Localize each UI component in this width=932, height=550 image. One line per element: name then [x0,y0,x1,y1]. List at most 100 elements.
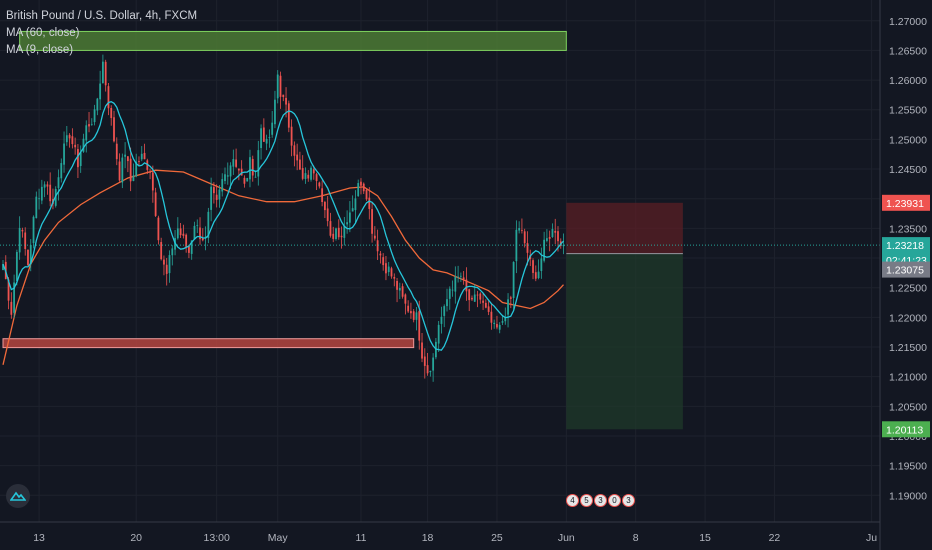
candle-body [93,109,96,123]
event-badge[interactable]: 4 [566,494,579,507]
candle [471,295,473,302]
candle-body [271,122,274,135]
ma60-line [2,169,564,365]
short-position-tool[interactable] [566,202,683,430]
candle [151,165,154,203]
candle-body [90,123,93,125]
candle [493,319,496,329]
candle [102,54,104,84]
candle-body [68,134,71,139]
candle-body [13,282,15,313]
candle-body [287,103,290,128]
candle [235,148,237,169]
indicator-ma60-label[interactable]: MA (60, close) [6,27,80,39]
candle [504,307,507,325]
candle [99,70,102,110]
event-badge[interactable]: 3 [622,494,635,507]
candle-body [243,177,246,184]
event-badge[interactable]: 3 [594,494,607,507]
candle [523,228,526,248]
y-tick-label: 1.26500 [889,45,927,57]
candle [526,231,529,266]
candle-body [523,231,526,244]
candle-body [368,197,371,209]
candle [440,306,443,334]
candle-body [285,97,287,105]
candle [446,288,448,312]
candle-body [490,311,493,323]
candle [551,223,554,238]
candle [185,233,188,253]
candle-body [371,209,373,234]
candle-body [348,212,351,223]
candle [10,292,13,319]
economic-events[interactable]: 4 5 3 0 3 [566,494,635,507]
candle-body [274,99,276,125]
candle-body [482,300,484,303]
candle [360,178,362,195]
candle-body [365,189,368,200]
symbol-title[interactable]: British Pound / U.S. Dollar, 4h, FXCM [6,10,198,22]
candle-body [360,181,362,186]
candle-body [146,160,149,170]
candle [196,219,199,234]
candle [154,187,157,217]
candle [27,249,29,266]
candle-body [493,322,496,324]
candle [373,226,376,241]
candle [379,250,382,264]
candle [518,221,521,234]
candle-body [210,186,213,210]
candle [171,245,174,266]
ma60-path [2,169,564,365]
candle [121,153,124,189]
candle-body [354,198,357,211]
x-tick-label: May [268,532,289,544]
candle-body [57,177,60,188]
candle [146,158,149,175]
candle-body [437,324,440,344]
candle [293,141,296,167]
candle-body [415,312,418,320]
y-tick-label: 1.19000 [889,490,927,502]
current-price-label: 1.23218 [886,240,924,252]
candle-body [165,264,168,274]
indicator-ma9-label[interactable]: MA (9, close) [6,44,74,56]
y-tick-label: 1.19500 [889,461,927,473]
event-badge[interactable]: 5 [580,494,593,507]
candle [124,142,126,169]
candle-body [74,144,77,148]
candle [182,224,185,239]
candle-body [471,297,473,300]
candle-body [99,83,102,100]
candle-body [218,189,221,200]
candle-body [2,264,4,271]
candle-body [357,183,360,197]
candle-body [343,225,346,238]
candle [562,233,565,255]
candle [104,59,107,92]
candle [129,147,132,192]
candle [296,143,299,171]
x-tick-label: Jun [558,532,575,544]
candle-body [429,370,432,373]
candle [310,165,312,182]
candle [304,167,307,184]
y-tick-label: 1.26000 [889,75,927,87]
candle [49,172,52,207]
candle-body [249,157,251,180]
candle [35,191,38,219]
candle [140,146,143,162]
candle [249,149,251,188]
take-profit-area [566,253,683,430]
candle [274,90,276,129]
tradingview-logo-icon[interactable] [6,484,30,508]
candle-body [390,268,393,277]
candle-body [107,86,110,109]
candle-body [85,125,88,141]
candle-body [301,168,304,179]
candle-body [27,249,29,266]
candle [40,179,43,205]
event-badge[interactable]: 0 [608,494,621,507]
